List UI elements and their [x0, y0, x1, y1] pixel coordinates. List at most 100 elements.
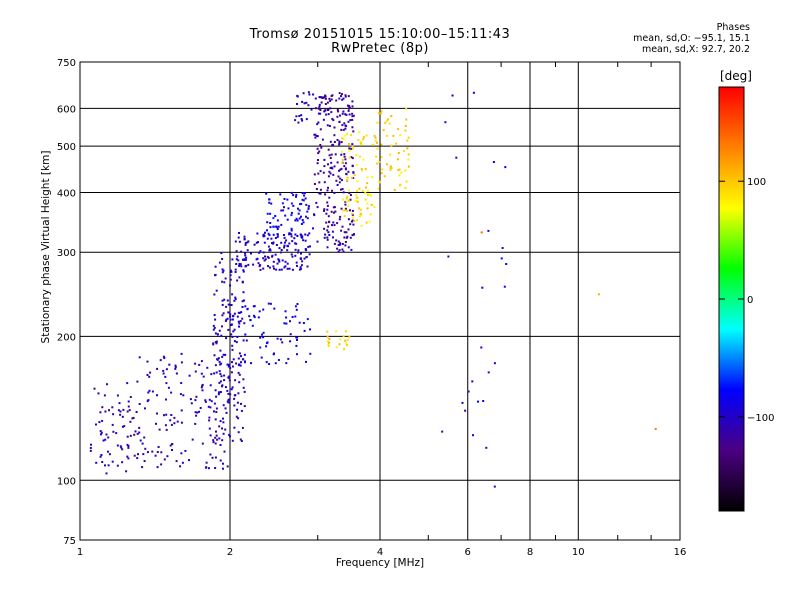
data-point	[331, 189, 333, 192]
data-point	[116, 394, 119, 397]
data-point	[175, 460, 178, 463]
data-point	[180, 409, 183, 412]
data-point	[298, 321, 301, 324]
data-point	[324, 233, 327, 236]
colorbar-tick-label: −100	[747, 413, 774, 424]
data-point	[330, 98, 333, 101]
data-point	[180, 452, 183, 455]
data-point	[367, 189, 369, 192]
data-point	[219, 459, 222, 462]
data-point	[266, 212, 269, 215]
data-point	[346, 176, 349, 179]
data-point	[326, 189, 329, 192]
data-point	[127, 446, 130, 449]
data-point	[324, 95, 327, 98]
data-point	[397, 158, 399, 161]
data-point	[362, 138, 365, 141]
data-point	[173, 416, 176, 419]
data-point	[338, 169, 340, 172]
data-point	[213, 402, 216, 405]
data-point	[287, 207, 290, 210]
data-point	[315, 188, 318, 190]
data-point	[290, 191, 293, 194]
data-point	[332, 206, 335, 209]
data-point	[268, 198, 271, 201]
data-point	[179, 465, 182, 468]
data-point	[221, 355, 224, 358]
data-point	[222, 269, 225, 272]
data-point	[272, 353, 275, 356]
data-point	[218, 381, 221, 384]
data-point	[236, 255, 239, 258]
data-point	[352, 223, 355, 226]
data-point	[317, 159, 319, 161]
data-point	[344, 241, 347, 243]
data-point	[143, 436, 146, 439]
data-point	[316, 147, 319, 150]
data-point	[280, 268, 283, 271]
data-point	[357, 139, 360, 142]
data-point	[216, 358, 219, 361]
data-point	[241, 300, 244, 303]
data-point	[154, 454, 157, 457]
data-point	[215, 434, 218, 437]
data-point	[333, 242, 336, 245]
data-point	[217, 357, 220, 360]
data-point	[236, 401, 239, 404]
data-point	[280, 241, 283, 244]
data-point	[195, 395, 198, 398]
data-point	[336, 247, 339, 250]
data-point	[215, 411, 218, 413]
data-point	[231, 336, 234, 338]
data-point	[597, 293, 600, 296]
data-point	[240, 361, 242, 364]
data-point	[284, 260, 287, 263]
data-point	[204, 400, 207, 403]
data-point	[219, 391, 222, 393]
data-point	[315, 201, 318, 204]
data-point	[368, 220, 371, 223]
data-point	[316, 162, 319, 165]
data-point	[235, 263, 238, 265]
data-point	[227, 392, 230, 395]
data-point	[107, 464, 110, 467]
data-point	[301, 198, 304, 201]
data-point	[308, 232, 311, 235]
data-point	[392, 134, 395, 137]
data-point	[209, 434, 212, 437]
data-point	[218, 370, 221, 373]
data-point	[351, 209, 354, 212]
data-point	[95, 461, 98, 464]
data-point	[327, 215, 330, 218]
data-point	[244, 333, 247, 336]
data-point	[447, 255, 450, 258]
data-point	[323, 227, 326, 230]
data-point	[329, 107, 332, 110]
data-point	[251, 324, 254, 327]
data-point	[337, 243, 340, 246]
data-point	[304, 197, 307, 200]
data-point	[390, 144, 393, 147]
data-point	[286, 262, 289, 265]
data-point	[352, 216, 354, 219]
data-point	[360, 213, 363, 216]
data-point	[125, 470, 128, 473]
data-point	[318, 192, 321, 195]
data-point	[335, 179, 338, 182]
data-point	[232, 330, 235, 333]
data-point	[146, 360, 149, 363]
data-point	[399, 183, 402, 186]
data-point	[333, 211, 335, 214]
y-axis-title: Stationary phase Virtual Height [km]	[40, 150, 52, 344]
data-point	[356, 219, 359, 222]
data-point	[296, 303, 299, 305]
data-point	[220, 375, 223, 378]
data-point	[335, 346, 338, 349]
data-point	[90, 443, 92, 446]
data-point	[100, 431, 103, 434]
data-point	[126, 435, 129, 438]
data-point	[221, 325, 223, 328]
data-point	[405, 118, 408, 121]
data-point	[351, 145, 354, 148]
data-point	[274, 237, 277, 239]
